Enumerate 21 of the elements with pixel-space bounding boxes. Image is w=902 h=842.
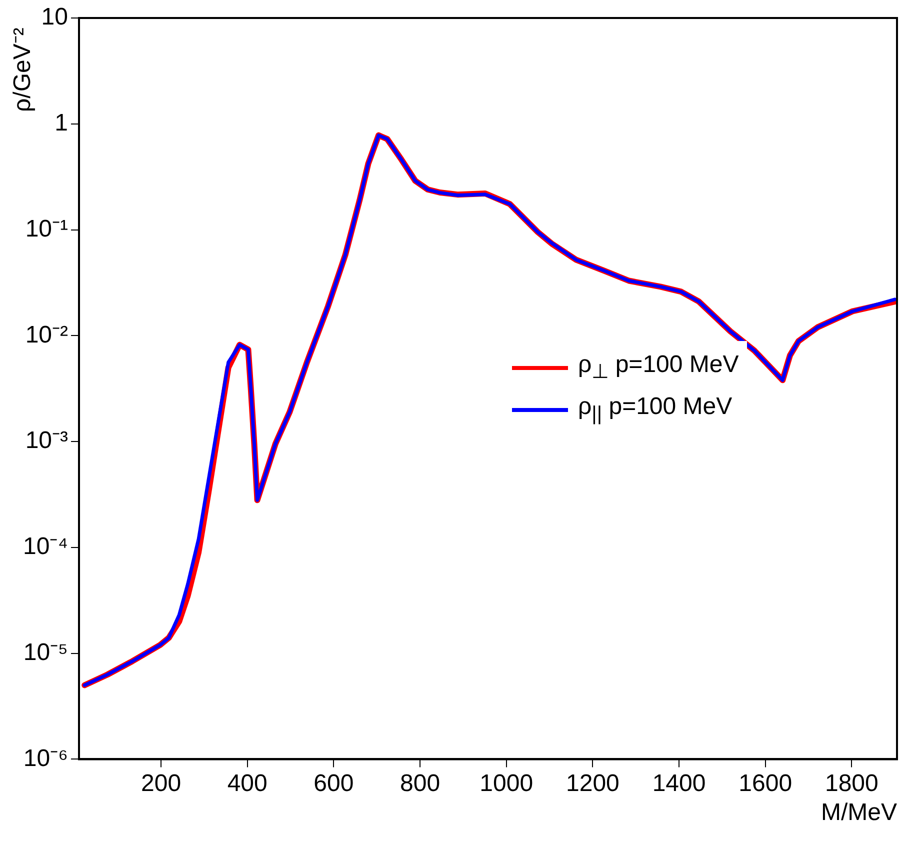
x-tick-label: 1400 — [652, 770, 706, 798]
y-tick-label: 10 — [41, 4, 68, 31]
y-axis-title: ρ/GeV⁻² — [8, 28, 37, 112]
y-tick-label: 10⁻⁶ — [23, 744, 68, 772]
legend-label: ρ$_{⊥}$ p=100 MeV — [578, 351, 739, 384]
y-tick-label: 10⁻⁴ — [22, 533, 68, 560]
y-tick-label: 1 — [54, 110, 68, 137]
x-tick-label: 400 — [227, 770, 268, 798]
x-tick-label: 800 — [400, 770, 440, 798]
y-tick-label: 10⁻¹ — [25, 215, 68, 242]
x-tick-label: 1600 — [738, 770, 792, 798]
x-tick-label: 600 — [314, 770, 354, 798]
x-tick-label: 1200 — [566, 770, 620, 798]
x-tick-label: 200 — [141, 770, 182, 798]
x-tick-label: 1000 — [480, 770, 534, 798]
y-tick-label: 10⁻⁵ — [23, 638, 68, 666]
x-tick-label: 1800 — [824, 770, 878, 798]
x-axis-title: M/MeV — [821, 799, 898, 828]
y-tick-label: 10⁻³ — [25, 427, 68, 454]
y-tick-label: 10⁻² — [25, 321, 68, 348]
legend-label: ρ$_{||}$ p=100 MeV — [578, 393, 732, 426]
